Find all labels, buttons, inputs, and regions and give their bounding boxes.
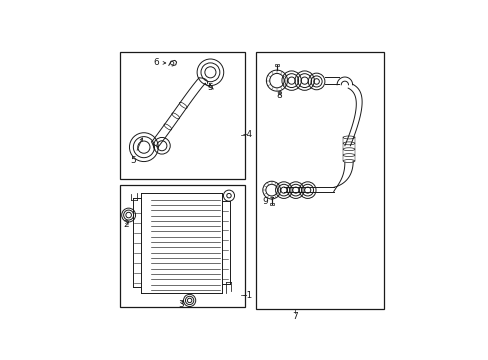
Text: –1: –1 <box>242 291 252 300</box>
Text: 8: 8 <box>276 91 282 100</box>
Bar <box>120 185 244 307</box>
Bar <box>274 64 278 66</box>
Text: 2: 2 <box>123 220 129 229</box>
Text: 3: 3 <box>178 300 183 309</box>
Text: 5: 5 <box>130 138 142 165</box>
Text: –4: –4 <box>242 130 252 139</box>
Text: 9: 9 <box>262 197 273 206</box>
Text: 7: 7 <box>291 312 297 321</box>
Bar <box>269 203 273 205</box>
Bar <box>120 51 244 179</box>
Text: 5: 5 <box>207 83 213 92</box>
Text: 6: 6 <box>153 58 165 67</box>
Bar <box>256 51 383 309</box>
